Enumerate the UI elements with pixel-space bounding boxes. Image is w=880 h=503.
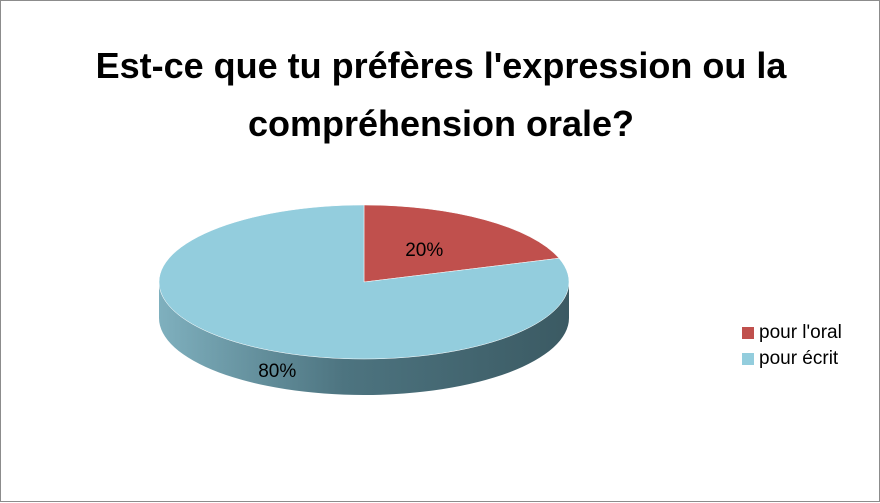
data-label: 80% [258,361,296,382]
pie-slice [158,204,570,360]
chart-title: Est-ce que tu préfères l'expression ou l… [95,45,787,144]
data-label: 20% [405,240,443,261]
pie-side [159,282,569,395]
legend-label: pour écrit [759,348,839,369]
legend-swatch [742,353,754,365]
legend-label: pour l'oral [759,322,842,343]
legend-swatch [742,327,754,339]
pie-slice [363,204,560,283]
